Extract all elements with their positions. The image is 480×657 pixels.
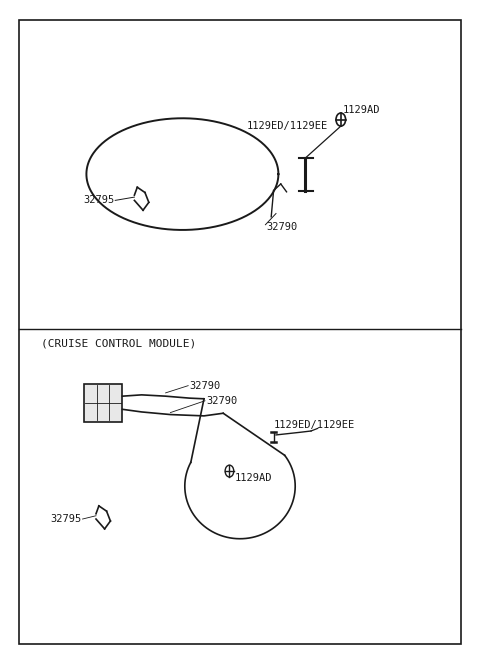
Text: 32790: 32790 bbox=[266, 221, 298, 232]
Text: 1129AD: 1129AD bbox=[343, 104, 381, 115]
Text: (CRUISE CONTROL MODULE): (CRUISE CONTROL MODULE) bbox=[41, 338, 196, 349]
Text: 32795: 32795 bbox=[50, 514, 82, 524]
Text: 32790: 32790 bbox=[206, 396, 238, 406]
Text: 1129AD: 1129AD bbox=[234, 473, 272, 484]
Text: 32790: 32790 bbox=[190, 380, 221, 391]
Text: 1129ED/1129EE: 1129ED/1129EE bbox=[247, 121, 328, 131]
FancyBboxPatch shape bbox=[84, 384, 122, 422]
Text: 1129ED/1129EE: 1129ED/1129EE bbox=[274, 420, 355, 430]
Text: 32795: 32795 bbox=[83, 195, 114, 206]
